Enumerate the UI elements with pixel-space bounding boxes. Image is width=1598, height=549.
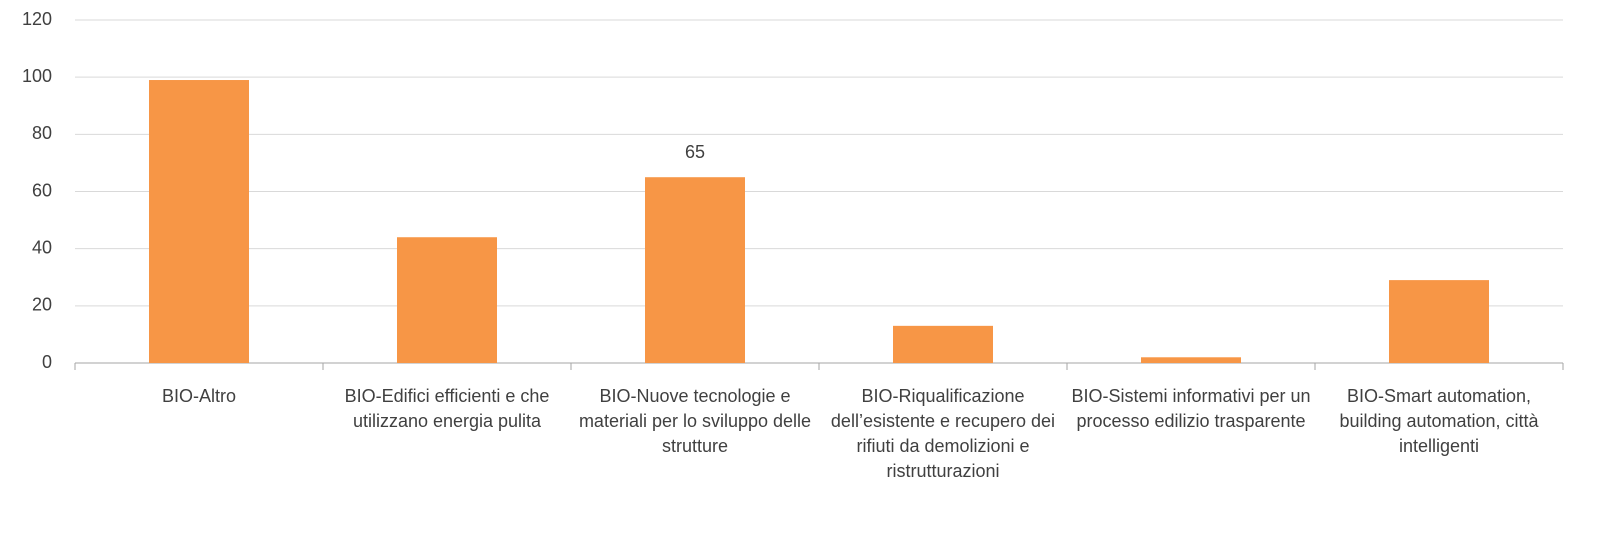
bar: [397, 237, 497, 363]
y-tick-label: 60: [32, 180, 52, 200]
bar: [893, 325, 993, 363]
bar: [149, 80, 249, 364]
x-tick-label: BIO-Sistemi informativi per un processo …: [1071, 386, 1311, 431]
bar: [1389, 280, 1489, 363]
y-tick-label: 0: [42, 352, 52, 372]
x-tick-label: BIO-Altro: [161, 386, 236, 406]
y-tick-label: 20: [32, 295, 52, 315]
x-tick-label: BIO-Nuove tecnologie e materiali per lo …: [578, 386, 812, 456]
x-tick-label: BIO-Edifici efficienti e che utilizzano …: [344, 386, 550, 431]
data-label: 65: [685, 142, 705, 162]
y-tick-label: 100: [22, 66, 52, 86]
y-tick-label: 80: [32, 123, 52, 143]
x-tick-label: BIO-Smart automation, building automatio…: [1339, 386, 1539, 456]
x-tick-label: BIO-Riqualificazione dell’esistente e re…: [830, 386, 1056, 481]
y-tick-label: 120: [22, 9, 52, 29]
y-tick-label: 40: [32, 237, 52, 257]
bar: [645, 177, 745, 363]
bar: [1141, 357, 1241, 363]
